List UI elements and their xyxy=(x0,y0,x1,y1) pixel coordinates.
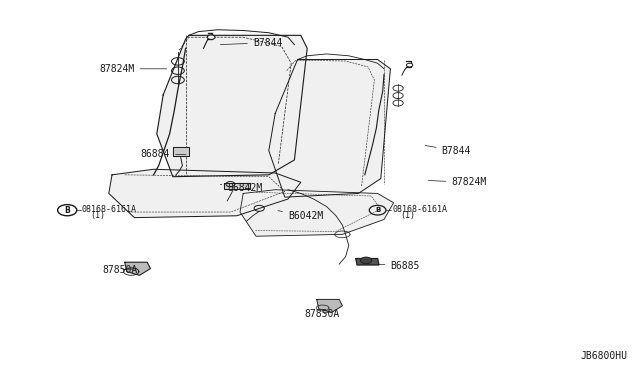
Polygon shape xyxy=(356,259,379,265)
Text: B6885: B6885 xyxy=(379,261,420,271)
Text: (1): (1) xyxy=(400,211,415,220)
Polygon shape xyxy=(157,35,307,177)
Polygon shape xyxy=(125,262,150,275)
Circle shape xyxy=(406,63,413,67)
Text: 86884: 86884 xyxy=(141,150,186,159)
Text: (1): (1) xyxy=(90,211,105,220)
Polygon shape xyxy=(240,190,394,236)
Text: B7844: B7844 xyxy=(425,145,471,155)
Text: JB6800HU: JB6800HU xyxy=(580,351,627,361)
Text: B6042M: B6042M xyxy=(278,211,323,221)
Polygon shape xyxy=(224,183,250,189)
Text: 87850A: 87850A xyxy=(102,265,138,275)
Text: 86842M: 86842M xyxy=(220,183,262,193)
Text: 08168-6161A: 08168-6161A xyxy=(392,205,447,214)
Polygon shape xyxy=(317,299,342,312)
Circle shape xyxy=(207,35,215,39)
Text: B7844: B7844 xyxy=(220,38,282,48)
Polygon shape xyxy=(269,60,390,197)
Text: B: B xyxy=(65,206,70,215)
Text: 87824M: 87824M xyxy=(428,177,486,187)
Text: 08168-6161A: 08168-6161A xyxy=(82,205,137,214)
Text: B: B xyxy=(375,207,380,213)
Polygon shape xyxy=(173,147,189,156)
Polygon shape xyxy=(109,169,301,218)
Text: 87850A: 87850A xyxy=(304,310,339,319)
Text: 87824M: 87824M xyxy=(99,64,167,74)
Circle shape xyxy=(360,257,372,264)
